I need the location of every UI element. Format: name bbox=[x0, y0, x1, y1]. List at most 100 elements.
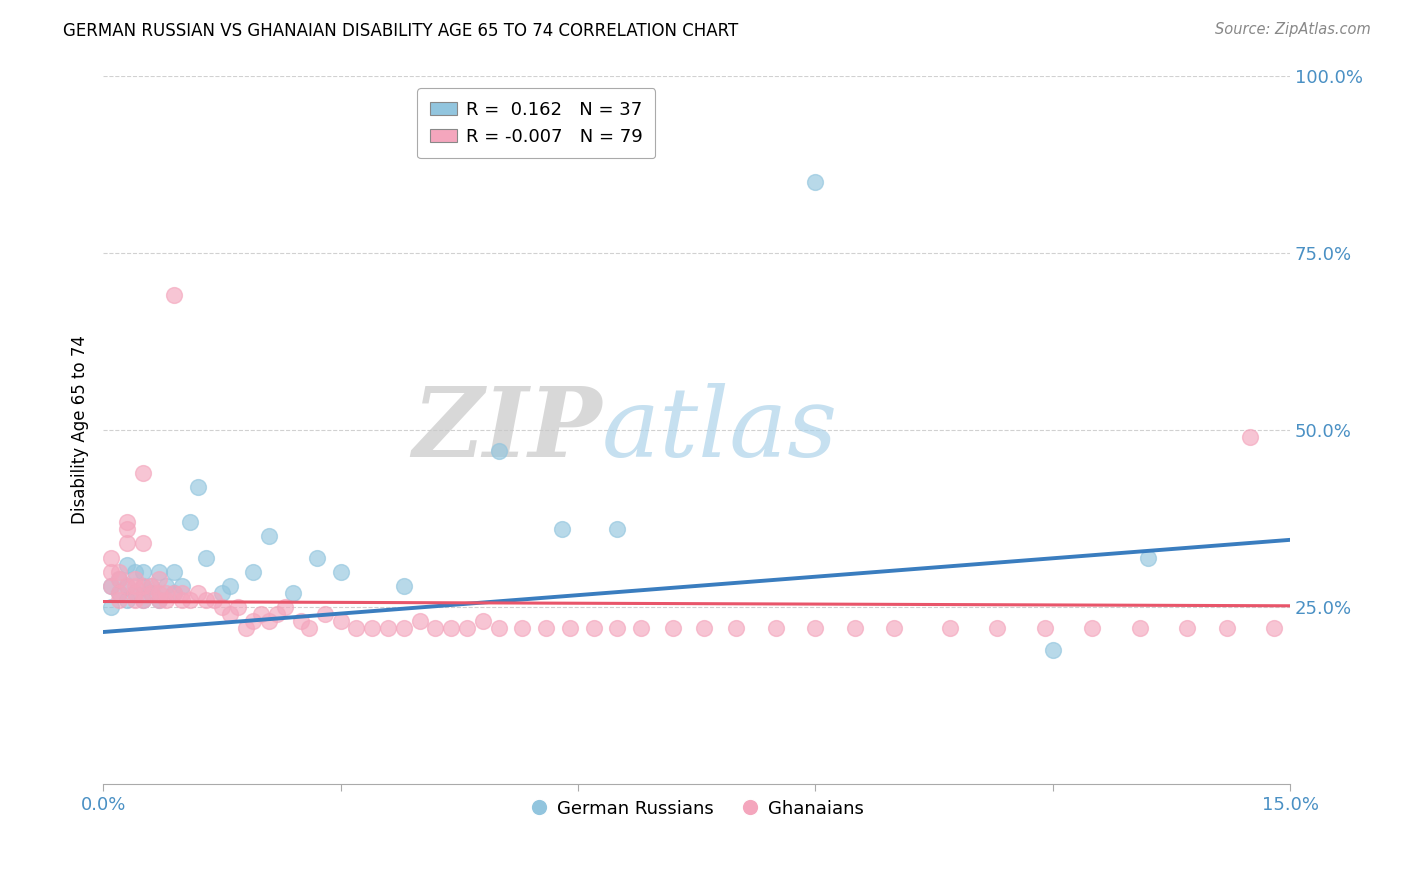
Y-axis label: Disability Age 65 to 74: Disability Age 65 to 74 bbox=[72, 335, 89, 524]
Point bbox=[108, 572, 131, 586]
Text: Source: ZipAtlas.com: Source: ZipAtlas.com bbox=[1215, 22, 1371, 37]
Legend: German Russians, Ghanaians: German Russians, Ghanaians bbox=[523, 793, 870, 825]
Point bbox=[155, 579, 177, 593]
Point bbox=[211, 586, 233, 600]
Point bbox=[329, 615, 352, 629]
Point bbox=[1042, 642, 1064, 657]
Point bbox=[115, 522, 138, 536]
Point bbox=[1136, 550, 1159, 565]
Point bbox=[1263, 622, 1285, 636]
Point bbox=[259, 529, 281, 543]
Point bbox=[100, 550, 122, 565]
Point bbox=[314, 607, 336, 622]
Point bbox=[536, 622, 558, 636]
Point bbox=[662, 622, 685, 636]
Point bbox=[148, 593, 170, 607]
Point bbox=[298, 622, 321, 636]
Point bbox=[883, 622, 905, 636]
Point bbox=[226, 600, 249, 615]
Point bbox=[179, 515, 201, 529]
Point bbox=[725, 622, 748, 636]
Point bbox=[242, 565, 264, 579]
Point bbox=[108, 572, 131, 586]
Point bbox=[939, 622, 962, 636]
Point bbox=[693, 622, 716, 636]
Point bbox=[218, 579, 240, 593]
Point bbox=[108, 593, 131, 607]
Point bbox=[115, 579, 138, 593]
Point bbox=[195, 550, 218, 565]
Point bbox=[115, 593, 138, 607]
Point bbox=[108, 565, 131, 579]
Point bbox=[408, 615, 430, 629]
Point bbox=[148, 593, 170, 607]
Point bbox=[425, 622, 447, 636]
Point bbox=[163, 586, 186, 600]
Point bbox=[163, 586, 186, 600]
Point bbox=[172, 593, 194, 607]
Point bbox=[392, 579, 415, 593]
Point bbox=[124, 565, 146, 579]
Point bbox=[456, 622, 478, 636]
Point bbox=[124, 572, 146, 586]
Point bbox=[115, 515, 138, 529]
Point bbox=[124, 579, 146, 593]
Point bbox=[305, 550, 328, 565]
Point bbox=[392, 622, 415, 636]
Point bbox=[131, 565, 153, 579]
Text: ZIP: ZIP bbox=[412, 383, 602, 477]
Point bbox=[765, 622, 787, 636]
Point bbox=[488, 444, 510, 458]
Point bbox=[242, 615, 264, 629]
Point bbox=[124, 593, 146, 607]
Point bbox=[274, 600, 297, 615]
Point bbox=[139, 586, 162, 600]
Point bbox=[100, 579, 122, 593]
Point bbox=[329, 565, 352, 579]
Point bbox=[1215, 622, 1237, 636]
Point bbox=[187, 586, 209, 600]
Point bbox=[630, 622, 652, 636]
Point bbox=[558, 622, 581, 636]
Point bbox=[606, 522, 628, 536]
Point bbox=[131, 536, 153, 550]
Point bbox=[115, 579, 138, 593]
Point bbox=[804, 622, 827, 636]
Point bbox=[163, 288, 186, 302]
Point bbox=[131, 466, 153, 480]
Point bbox=[1129, 622, 1152, 636]
Point bbox=[172, 579, 194, 593]
Point bbox=[344, 622, 367, 636]
Point bbox=[148, 572, 170, 586]
Point bbox=[163, 565, 186, 579]
Point bbox=[259, 615, 281, 629]
Point bbox=[131, 593, 153, 607]
Point bbox=[155, 586, 177, 600]
Point bbox=[131, 593, 153, 607]
Point bbox=[139, 579, 162, 593]
Point bbox=[250, 607, 273, 622]
Point bbox=[488, 622, 510, 636]
Point bbox=[582, 622, 605, 636]
Text: atlas: atlas bbox=[602, 383, 838, 477]
Point bbox=[100, 600, 122, 615]
Point bbox=[551, 522, 574, 536]
Point bbox=[124, 586, 146, 600]
Point bbox=[172, 586, 194, 600]
Point bbox=[131, 579, 153, 593]
Point bbox=[139, 579, 162, 593]
Point bbox=[187, 480, 209, 494]
Point bbox=[1239, 430, 1261, 444]
Point bbox=[148, 565, 170, 579]
Point bbox=[155, 593, 177, 607]
Point bbox=[1175, 622, 1198, 636]
Point bbox=[440, 622, 463, 636]
Point bbox=[281, 586, 304, 600]
Point bbox=[606, 622, 628, 636]
Point bbox=[148, 586, 170, 600]
Point bbox=[124, 586, 146, 600]
Point bbox=[115, 558, 138, 572]
Point bbox=[804, 175, 827, 189]
Point bbox=[471, 615, 494, 629]
Point bbox=[361, 622, 384, 636]
